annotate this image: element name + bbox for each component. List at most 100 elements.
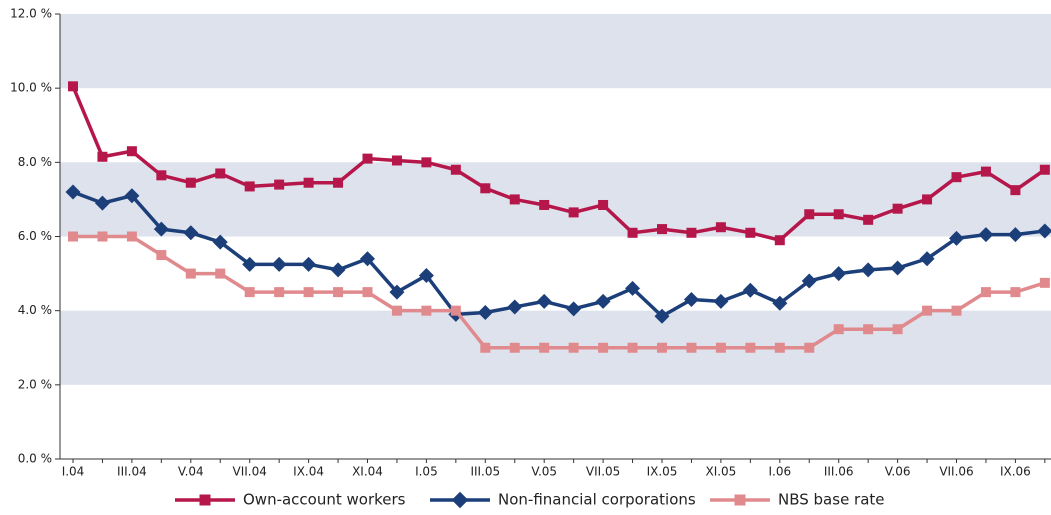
legend-marker bbox=[734, 494, 746, 506]
legend-item: Non-financial corporations bbox=[430, 491, 696, 509]
marker bbox=[892, 203, 903, 214]
marker bbox=[480, 183, 491, 194]
x-tick-label: XI.05 bbox=[705, 465, 736, 479]
marker bbox=[215, 268, 226, 279]
marker bbox=[745, 227, 756, 238]
marker bbox=[804, 209, 815, 220]
marker bbox=[68, 231, 78, 242]
marker bbox=[242, 256, 258, 272]
marker bbox=[595, 293, 611, 309]
marker bbox=[863, 214, 874, 225]
marker bbox=[627, 342, 638, 353]
marker bbox=[980, 166, 991, 177]
legend-item: NBS base rate bbox=[710, 491, 885, 509]
marker bbox=[801, 273, 817, 289]
marker bbox=[330, 262, 346, 278]
marker bbox=[153, 221, 169, 237]
marker bbox=[804, 342, 815, 353]
x-tick-label: VII.06 bbox=[939, 465, 973, 479]
marker bbox=[627, 227, 638, 238]
marker bbox=[951, 305, 962, 316]
x-tick-label: III.05 bbox=[470, 465, 500, 479]
marker bbox=[539, 342, 550, 353]
legend-marker bbox=[199, 494, 211, 506]
marker bbox=[922, 194, 933, 205]
marker bbox=[1010, 287, 1021, 298]
marker bbox=[1010, 185, 1021, 196]
marker bbox=[568, 207, 579, 218]
marker bbox=[271, 256, 287, 272]
grid-band bbox=[60, 14, 1051, 89]
x-tick-label: VII.04 bbox=[233, 465, 267, 479]
legend-marker bbox=[451, 491, 469, 509]
marker bbox=[1039, 277, 1050, 288]
y-tick-label: 0.0 % bbox=[18, 452, 52, 466]
marker bbox=[654, 308, 670, 324]
marker bbox=[303, 177, 314, 188]
marker bbox=[507, 299, 523, 315]
y-tick-label: 12.0 % bbox=[10, 7, 52, 21]
marker bbox=[566, 301, 582, 317]
marker bbox=[126, 146, 137, 157]
marker bbox=[156, 250, 167, 261]
series bbox=[68, 231, 1050, 353]
marker bbox=[68, 81, 78, 92]
marker bbox=[450, 305, 461, 316]
marker bbox=[890, 260, 906, 276]
marker bbox=[124, 188, 140, 204]
x-tick-label: VII.05 bbox=[586, 465, 620, 479]
marker bbox=[598, 342, 609, 353]
marker bbox=[185, 268, 196, 279]
marker bbox=[1007, 227, 1023, 243]
series-line bbox=[71, 85, 1046, 242]
marker bbox=[421, 305, 432, 316]
marker bbox=[183, 225, 199, 241]
marker bbox=[244, 181, 255, 192]
marker bbox=[360, 251, 375, 267]
marker bbox=[536, 293, 552, 309]
marker bbox=[274, 179, 285, 190]
marker bbox=[919, 251, 935, 267]
marker bbox=[303, 287, 314, 298]
legend-item: Own-account workers bbox=[175, 491, 406, 509]
marker bbox=[421, 157, 432, 168]
y-tick-label: 8.0 % bbox=[18, 155, 52, 169]
marker bbox=[212, 234, 228, 250]
x-tick-label: V.05 bbox=[531, 465, 557, 479]
marker bbox=[978, 227, 994, 243]
marker bbox=[509, 194, 520, 205]
marker bbox=[418, 267, 434, 283]
marker bbox=[713, 293, 729, 309]
legend-label: NBS base rate bbox=[778, 491, 885, 509]
marker bbox=[274, 287, 285, 298]
marker bbox=[949, 230, 964, 246]
marker bbox=[980, 287, 991, 298]
marker bbox=[683, 292, 699, 308]
legend-label: Own-account workers bbox=[243, 491, 406, 509]
y-tick-label: 2.0 % bbox=[18, 377, 52, 391]
series bbox=[68, 81, 1050, 246]
marker bbox=[389, 284, 405, 300]
marker bbox=[333, 287, 344, 298]
marker bbox=[833, 324, 844, 335]
marker bbox=[1037, 223, 1051, 239]
marker bbox=[477, 305, 493, 321]
x-tick-label: III.04 bbox=[117, 465, 147, 479]
marker bbox=[657, 224, 667, 235]
marker bbox=[539, 199, 550, 210]
marker bbox=[598, 199, 609, 210]
marker bbox=[657, 342, 667, 353]
y-tick-label: 6.0 % bbox=[18, 229, 52, 243]
x-tick-label: I.06 bbox=[768, 465, 791, 479]
x-tick-label: V.06 bbox=[885, 465, 911, 479]
marker bbox=[94, 195, 110, 211]
x-tick-label: V.04 bbox=[178, 465, 204, 479]
x-tick-label: III.06 bbox=[824, 465, 854, 479]
marker bbox=[774, 342, 785, 353]
marker bbox=[860, 262, 876, 278]
marker bbox=[244, 287, 255, 298]
marker bbox=[362, 287, 373, 298]
marker bbox=[509, 342, 520, 353]
marker bbox=[1039, 164, 1050, 175]
